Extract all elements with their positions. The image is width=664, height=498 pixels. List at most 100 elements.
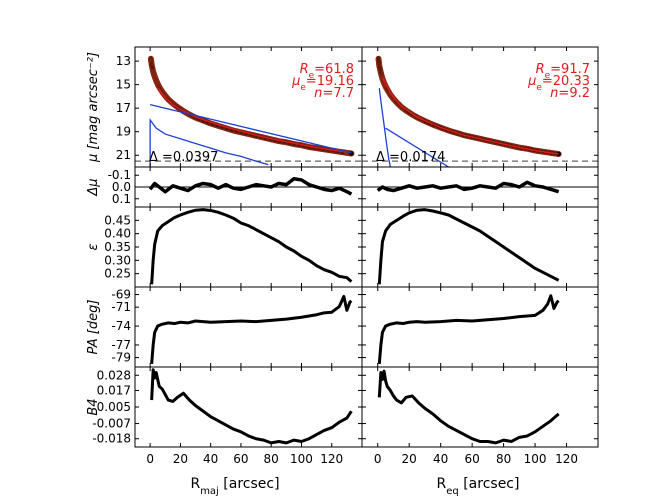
pa-profile-line (150, 294, 353, 364)
panel-right-ellip (361, 206, 599, 288)
x-axis-label-left: Rmaj [arcsec] (190, 476, 279, 497)
panel-right-b4: 0 20 40 60 80 100 120 (361, 366, 599, 466)
plot-area (362, 180, 598, 194)
y-tick-label: 19 (116, 125, 131, 139)
effective-surface-brightness-label: μe=19.16 (291, 74, 354, 93)
y-tick-label: 0.30 (104, 253, 131, 267)
dmu-profile-line (148, 177, 353, 196)
xlabel-left-sub: maj (200, 486, 219, 497)
y-tick-label: 0.005 (97, 400, 131, 414)
y-tick-label: 21 (116, 148, 131, 162)
y-tick-label: 0.017 (97, 383, 131, 397)
y-tick-label: 0.40 (104, 227, 131, 241)
panel-left-dmu: -0.10.00.1 Δμ (86, 166, 363, 208)
y-tick-label: 0.35 (104, 240, 131, 254)
y-tick-label: -71 (111, 300, 131, 314)
panel-left-pa: -79-77 -74 -71-69 PA [deg] (86, 286, 363, 368)
annotation-subscript: e (300, 83, 306, 93)
plot-area (150, 368, 353, 445)
xlabel-left-unit: [arcsec] (219, 476, 280, 492)
plot-area (377, 208, 560, 285)
panel-frame (361, 366, 599, 448)
x-tick-label: 120 (320, 452, 343, 466)
y-tick-label: 0.028 (97, 368, 131, 382)
panel-frame (134, 286, 363, 368)
panel-right-mu: Re=91.7μe=20.33n=9.2 Δ =0.0174 (361, 46, 599, 168)
y-axis-label: PA [deg] (86, 300, 101, 355)
plot-area (150, 294, 353, 364)
annotation-symbol: R (536, 62, 545, 77)
x-tick-label: 60 (233, 452, 248, 466)
y-tick-label: 0.1 (112, 192, 131, 206)
x-axis-label-right: Req [arcsec] (437, 476, 520, 497)
disk-model-line (149, 104, 352, 154)
disk-model-line (385, 127, 449, 167)
delta-residual-label: Δ =0.0397 (149, 150, 218, 165)
plot-area (362, 55, 598, 167)
xlabel-right-sub: eq (446, 486, 459, 497)
x-tick-label: 100 (524, 452, 547, 466)
panel-right-dmu (361, 166, 599, 208)
y-tick-label: 0.0 (112, 180, 131, 194)
y-tick-label: 13 (116, 54, 131, 68)
panel-frame (361, 286, 599, 368)
dmu-profile-line (376, 180, 560, 194)
xlabel-right-unit: [arcsec] (459, 476, 520, 492)
sersic-index-label: n=9.2 (550, 86, 590, 101)
sersic-index-label: n=7.7 (314, 86, 354, 101)
x-tick-label: 20 (402, 452, 417, 466)
annotation-symbol: μ (527, 74, 536, 89)
y-axis-label: B4 (86, 398, 101, 415)
panel-left-ellip: 0.250.300.350.400.45 ε (86, 206, 363, 288)
annotation-value: =9.2 (558, 86, 590, 101)
x-tick-label: 120 (555, 452, 578, 466)
annotation-symbol: μ (291, 74, 300, 89)
y-tick-label: 0.45 (104, 213, 131, 227)
y-tick-label: 15 (116, 78, 131, 92)
effective-surface-brightness-label: μe=20.33 (527, 74, 590, 93)
annotation-value: =20.33 (542, 74, 590, 89)
xlabel-left-main: R (190, 476, 200, 492)
x-tick-label: 80 (496, 452, 511, 466)
data-point (348, 150, 355, 157)
annotation-subscript: e (545, 71, 551, 81)
x-tick-label: 60 (464, 452, 479, 466)
plot-area (377, 369, 560, 445)
annotation-symbol: n (314, 86, 322, 101)
x-tick-label: 20 (173, 452, 188, 466)
plot-area (135, 177, 362, 196)
panel-right-pa (361, 286, 599, 368)
y-tick-label: 17 (116, 101, 131, 115)
sersic-model-line (381, 77, 559, 155)
plot-area (135, 55, 362, 167)
sersic-model-line (157, 87, 347, 153)
y-tick-label: -0.018 (92, 432, 131, 446)
annotation-subscript: e (309, 71, 315, 81)
annotation-value: =7.7 (322, 86, 354, 101)
bulge-model-line (378, 88, 391, 167)
annotation-symbol: R (300, 62, 309, 77)
annotation-symbol: n (550, 86, 558, 101)
annotation-value: =91.7 (550, 62, 590, 77)
x-tick-label: 0 (374, 452, 382, 466)
effective-radius-label: Re=61.8 (300, 62, 354, 81)
y-axis-label: Δμ (86, 178, 101, 196)
xlabel-right-main: R (437, 476, 447, 492)
plot-area (377, 294, 560, 364)
x-tick-label: 40 (433, 452, 448, 466)
plot-area (150, 208, 353, 285)
b4-profile-line (150, 368, 353, 445)
x-tick-label: 100 (290, 452, 313, 466)
b4-profile-line (377, 369, 560, 445)
y-tick-label: 0.25 (104, 267, 131, 281)
ellip-profile-line (377, 208, 560, 285)
annotation-value: =61.8 (314, 62, 354, 77)
delta-residual-label: Δ =0.0174 (376, 150, 445, 165)
panel-frame (134, 206, 363, 288)
x-tick-label: 40 (203, 452, 218, 466)
y-axis-label: μ [mag arcsec⁻²] (86, 52, 101, 163)
y-tick-label: -0.007 (92, 417, 131, 431)
